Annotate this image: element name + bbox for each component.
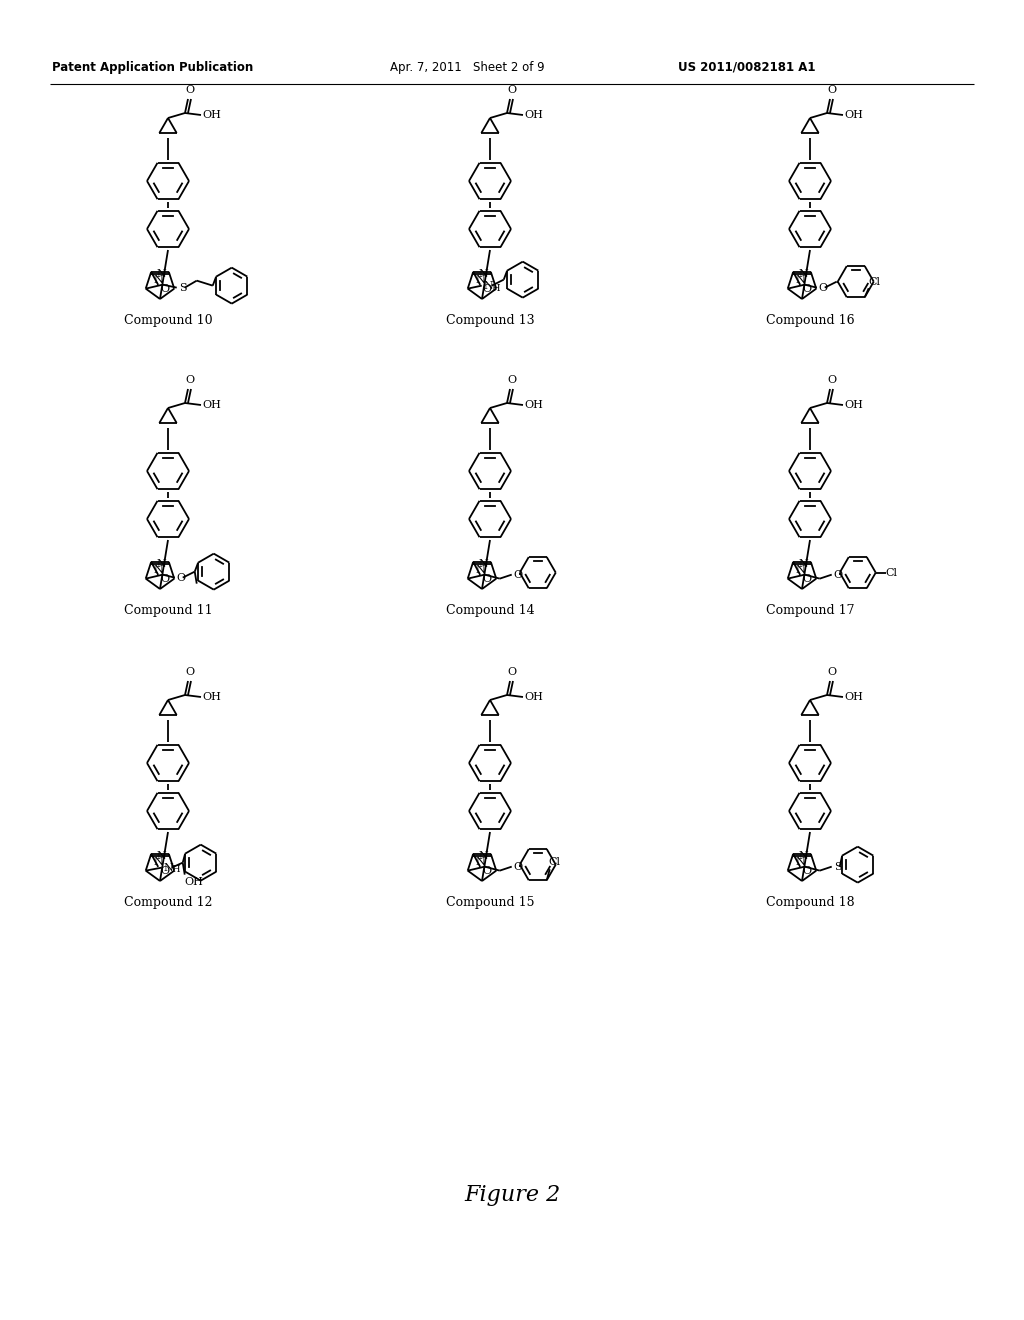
Text: O: O [802, 284, 811, 293]
Text: O: O [802, 574, 811, 583]
Text: Compound 11: Compound 11 [124, 605, 212, 616]
Text: Cl: Cl [886, 568, 898, 578]
Text: N: N [478, 269, 487, 279]
Text: OH: OH [524, 400, 543, 411]
Text: O: O [514, 570, 523, 579]
Text: O: O [827, 84, 837, 95]
Text: N: N [475, 565, 485, 576]
Text: Compound 13: Compound 13 [445, 314, 535, 327]
Text: Patent Application Publication: Patent Application Publication [52, 61, 253, 74]
Text: N: N [796, 275, 805, 285]
Text: N: N [796, 857, 805, 867]
Text: O: O [185, 375, 195, 385]
Text: N: N [798, 558, 808, 569]
Text: O: O [160, 284, 169, 293]
Text: N: N [154, 857, 163, 867]
Text: Cl: Cl [868, 277, 881, 288]
Text: OH: OH [202, 692, 221, 702]
Text: Compound 17: Compound 17 [766, 605, 854, 616]
Text: Compound 12: Compound 12 [124, 896, 212, 909]
Text: N: N [796, 565, 805, 576]
Text: O: O [482, 866, 492, 875]
Text: O: O [827, 375, 837, 385]
Text: O: O [185, 84, 195, 95]
Text: N: N [475, 275, 485, 285]
Text: OH: OH [844, 110, 863, 120]
Text: OH: OH [844, 692, 863, 702]
Text: OH: OH [844, 400, 863, 411]
Text: N: N [156, 558, 166, 569]
Text: OH: OH [202, 110, 221, 120]
Text: Compound 10: Compound 10 [124, 314, 212, 327]
Text: O: O [827, 667, 837, 677]
Text: H: H [492, 284, 501, 293]
Text: Compound 15: Compound 15 [445, 896, 535, 909]
Text: O: O [160, 574, 169, 583]
Text: O: O [819, 282, 827, 293]
Text: N: N [483, 281, 494, 290]
Text: N: N [156, 851, 166, 861]
Text: O: O [514, 862, 523, 871]
Text: N: N [156, 269, 166, 279]
Text: N: N [478, 851, 487, 861]
Text: S: S [834, 862, 842, 871]
Text: Compound 14: Compound 14 [445, 605, 535, 616]
Text: N: N [798, 269, 808, 279]
Text: N: N [154, 275, 163, 285]
Text: O: O [482, 574, 492, 583]
Text: OH: OH [202, 400, 221, 411]
Text: Compound 16: Compound 16 [766, 314, 854, 327]
Text: N: N [154, 565, 163, 576]
Text: N: N [475, 857, 485, 867]
Text: US 2011/0082181 A1: US 2011/0082181 A1 [678, 61, 815, 74]
Text: S: S [179, 282, 186, 293]
Text: OH: OH [524, 110, 543, 120]
Text: OH: OH [524, 692, 543, 702]
Text: O: O [508, 375, 516, 385]
Text: O: O [508, 667, 516, 677]
Text: O: O [482, 284, 492, 293]
Text: O: O [802, 866, 811, 875]
Text: O: O [185, 667, 195, 677]
Text: H: H [172, 865, 180, 874]
Text: Figure 2: Figure 2 [464, 1184, 560, 1206]
Text: N: N [164, 863, 173, 873]
Text: N: N [478, 558, 487, 569]
Text: O: O [160, 866, 169, 875]
Text: Apr. 7, 2011   Sheet 2 of 9: Apr. 7, 2011 Sheet 2 of 9 [390, 61, 545, 74]
Text: O: O [508, 84, 516, 95]
Text: OH: OH [184, 876, 204, 887]
Text: O: O [834, 570, 843, 579]
Text: Compound 18: Compound 18 [766, 896, 854, 909]
Text: N: N [798, 851, 808, 861]
Text: Cl: Cl [549, 857, 561, 867]
Text: O: O [177, 573, 186, 582]
